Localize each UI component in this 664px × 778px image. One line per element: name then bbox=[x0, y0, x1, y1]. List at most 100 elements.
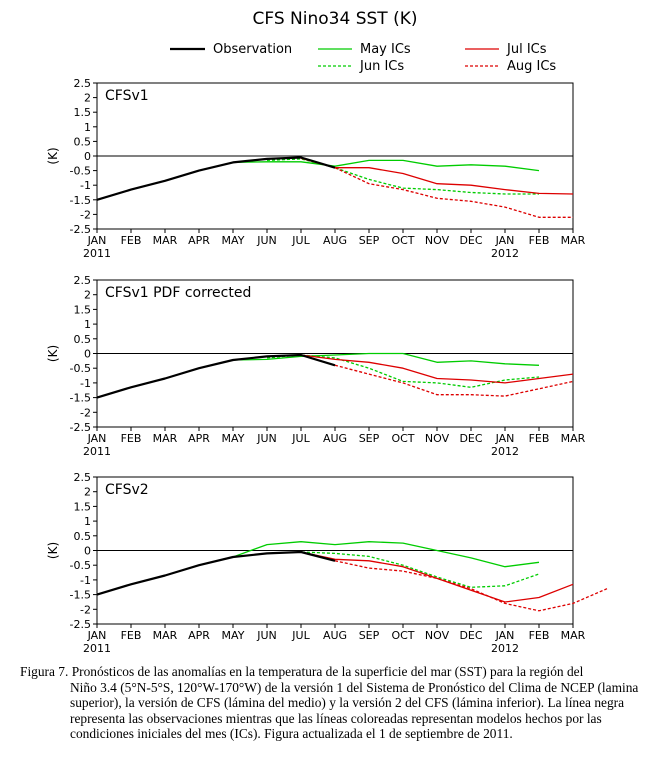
series-line-jun-ics bbox=[266, 551, 540, 588]
y-tick-label: 2.5 bbox=[74, 274, 92, 287]
x-tick-label: JUL bbox=[291, 234, 310, 247]
x-tick-label: DEC bbox=[459, 629, 482, 642]
y-tick-label: 1 bbox=[84, 121, 91, 134]
series-line-jul-ics bbox=[300, 354, 574, 384]
y-tick-label: -2 bbox=[80, 406, 91, 419]
x-tick-label: JAN bbox=[87, 432, 107, 445]
x-tick-label: SEP bbox=[359, 234, 380, 247]
caption-lead: Figura 7. Pronósticos de las anomalías e… bbox=[20, 664, 584, 679]
caption-body: Niño 3.4 (5°N-5°S, 120°W-170°W) de la ve… bbox=[70, 679, 639, 742]
legend-label-observation: Observation bbox=[213, 42, 292, 57]
x-tick-label: MAR bbox=[561, 629, 586, 642]
year-label: 2012 bbox=[491, 642, 519, 655]
y-tick-label: 1 bbox=[84, 318, 91, 331]
x-tick-label: FEB bbox=[529, 629, 550, 642]
x-tick-label: FEB bbox=[121, 234, 142, 247]
y-axis-label: (K) bbox=[46, 542, 60, 559]
x-tick-label: FEB bbox=[529, 234, 550, 247]
y-tick-label: 0.5 bbox=[74, 333, 92, 346]
x-tick-label: JUN bbox=[256, 234, 277, 247]
y-tick-label: -0.5 bbox=[70, 559, 91, 572]
x-tick-label: MAR bbox=[153, 234, 178, 247]
figure-caption: Figura 7. Pronósticos de las anomalías e… bbox=[20, 664, 650, 742]
x-tick-label: MAR bbox=[561, 234, 586, 247]
x-tick-label: MAY bbox=[222, 234, 245, 247]
x-tick-label: OCT bbox=[391, 629, 414, 642]
x-tick-label: MAR bbox=[153, 629, 178, 642]
series-line-jul-ics bbox=[300, 157, 574, 195]
x-tick-label: AUG bbox=[323, 432, 347, 445]
series-line-observation bbox=[96, 550, 336, 596]
y-tick-label: -2.5 bbox=[70, 618, 91, 631]
x-tick-label: JAN bbox=[495, 629, 515, 642]
x-tick-label: JAN bbox=[87, 629, 107, 642]
year-label: 2011 bbox=[83, 247, 111, 260]
y-tick-label: -1.5 bbox=[70, 194, 91, 207]
y-tick-label: -1.5 bbox=[70, 392, 91, 405]
y-tick-label: 1 bbox=[84, 515, 91, 528]
y-tick-label: -2.5 bbox=[70, 223, 91, 236]
x-tick-label: JUN bbox=[256, 629, 277, 642]
series-line-observation bbox=[96, 156, 336, 201]
series-line-may-ics bbox=[232, 541, 540, 568]
panel-title: CFSv1 bbox=[105, 88, 149, 104]
x-tick-label: APR bbox=[188, 432, 210, 445]
x-tick-label: APR bbox=[188, 629, 210, 642]
y-tick-label: 1.5 bbox=[74, 500, 92, 513]
series-line-may-ics bbox=[232, 159, 540, 172]
x-tick-label: JAN bbox=[495, 432, 515, 445]
x-tick-label: JAN bbox=[495, 234, 515, 247]
x-tick-label: JUN bbox=[256, 432, 277, 445]
y-tick-label: -1.5 bbox=[70, 589, 91, 602]
series-line-aug-ics bbox=[334, 560, 608, 612]
legend: Observation May ICs Jun ICs Jul ICs Aug ICs bbox=[170, 42, 556, 74]
x-tick-label: APR bbox=[188, 234, 210, 247]
x-tick-label: NOV bbox=[425, 432, 450, 445]
y-tick-label: 0.5 bbox=[74, 530, 92, 543]
y-axis-label: (K) bbox=[46, 345, 60, 362]
x-tick-label: MAR bbox=[153, 432, 178, 445]
x-tick-label: MAR bbox=[561, 432, 586, 445]
y-tick-label: -1 bbox=[80, 574, 91, 587]
year-label: 2012 bbox=[491, 445, 519, 458]
series-line-may-ics bbox=[232, 352, 540, 366]
panel-title: CFSv2 bbox=[105, 482, 149, 498]
x-tick-label: DEC bbox=[459, 234, 482, 247]
legend-label-may-ics: May ICs bbox=[360, 42, 411, 57]
y-tick-label: -1 bbox=[80, 377, 91, 390]
y-tick-label: 0 bbox=[84, 545, 91, 558]
x-tick-label: OCT bbox=[391, 432, 414, 445]
x-tick-label: JUL bbox=[291, 432, 310, 445]
y-tick-label: -0.5 bbox=[70, 165, 91, 178]
y-tick-label: -0.5 bbox=[70, 362, 91, 375]
year-label: 2011 bbox=[83, 642, 111, 655]
legend-label-jun-ics: Jun ICs bbox=[359, 59, 404, 74]
legend-label-jul-ics: Jul ICs bbox=[506, 42, 547, 57]
x-tick-label: FEB bbox=[121, 432, 142, 445]
y-tick-label: 1.5 bbox=[74, 106, 92, 119]
y-tick-label: 0 bbox=[84, 348, 91, 361]
x-tick-label: AUG bbox=[323, 629, 347, 642]
x-tick-label: NOV bbox=[425, 629, 450, 642]
year-label: 2011 bbox=[83, 445, 111, 458]
legend-label-aug-ics: Aug ICs bbox=[507, 59, 556, 74]
y-tick-label: -1 bbox=[80, 179, 91, 192]
x-tick-label: OCT bbox=[391, 234, 414, 247]
year-label: 2012 bbox=[491, 247, 519, 260]
figure-title: CFS Nino34 SST (K) bbox=[253, 9, 418, 29]
panel-title: CFSv1 PDF corrected bbox=[105, 285, 251, 301]
y-tick-label: 0.5 bbox=[74, 135, 92, 148]
y-axis-label: (K) bbox=[46, 147, 60, 164]
x-tick-label: NOV bbox=[425, 234, 450, 247]
series-line-aug-ics bbox=[334, 167, 573, 218]
series-line-jul-ics bbox=[300, 551, 574, 603]
y-tick-label: -2 bbox=[80, 208, 91, 221]
x-tick-label: SEP bbox=[359, 432, 380, 445]
cfs-nino34-figure: CFS Nino34 SST (K) Observation May ICs Jun… bbox=[46, 9, 608, 655]
x-tick-label: AUG bbox=[323, 234, 347, 247]
y-tick-label: 2.5 bbox=[74, 471, 92, 484]
x-tick-label: JUL bbox=[291, 629, 310, 642]
